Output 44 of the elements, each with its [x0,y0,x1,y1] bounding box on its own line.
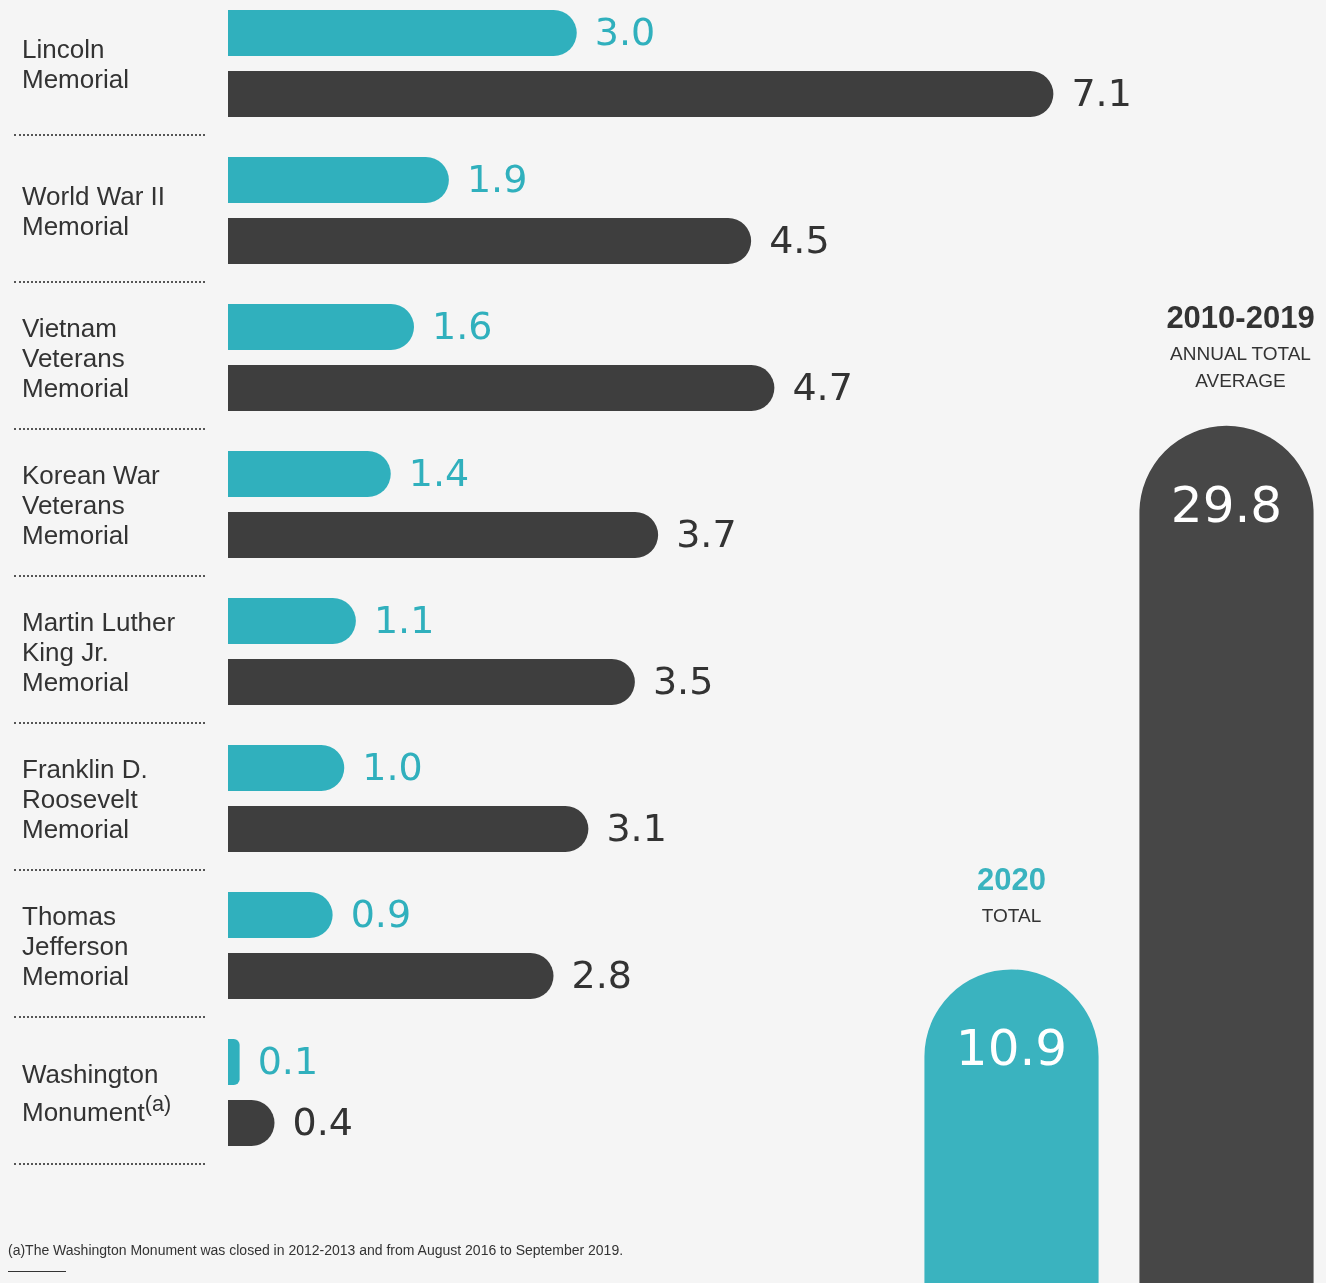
data-label: 4.5 [769,217,830,262]
data-label: 29.8 [1170,475,1283,534]
data-label: 4.7 [792,364,853,409]
bar [228,365,775,411]
y-tick-label: Franklin D. Roosevelt Memorial [22,753,149,844]
bar [228,745,345,791]
bar [228,71,1054,117]
bar [228,10,577,56]
y-tick-label: World War II Memorial [22,180,166,241]
data-label: 0.9 [350,891,412,936]
bar [228,451,391,497]
y-tick-label: Washington Monument$^{(a)}$ [22,1058,173,1127]
y-tick-label: Martin Luther King Jr. Memorial [22,606,177,697]
data-label: 10.9 [955,1019,1068,1078]
data-label: 2.8 [571,952,632,997]
data-label: 3.1 [606,805,667,850]
data-label: 0.1 [257,1038,319,1083]
data-label: 7.1 [1071,70,1132,115]
data-label: 0.4 [292,1099,353,1144]
text: (a)The Washington Monument was closed in 2012-2013 and from August 2016 to September 2019. [8,1242,624,1258]
y-tick-label: Korean War Veterans Memorial [22,459,161,550]
bar [228,1039,240,1085]
bar [228,953,554,999]
bar [228,598,356,644]
y-tick-label: Vietnam Veterans Memorial [22,312,130,403]
data-label: 1.6 [432,303,493,348]
bar [228,218,752,264]
data-label: 1.4 [408,450,470,495]
data-label: 3.5 [652,658,714,703]
x-tick-label: 2020 TOTAL [977,862,1046,929]
bar [228,659,635,705]
bar [228,806,589,852]
y-tick-label: Thomas Jefferson Memorial [22,900,130,991]
data-label: 1.1 [373,597,435,642]
y-tick-label: Lincoln Memorial [22,33,130,94]
data-label: 1.9 [466,156,528,201]
x-tick-label: 2010-2019 ANNUAL TOTAL AVERAGE [1165,299,1316,393]
bar [228,304,414,350]
bar [228,512,659,558]
data-label: 1.0 [362,744,423,789]
data-label: 3.0 [594,9,656,54]
data-label: 3.7 [676,511,737,556]
bar [228,157,449,203]
bar [228,892,333,938]
